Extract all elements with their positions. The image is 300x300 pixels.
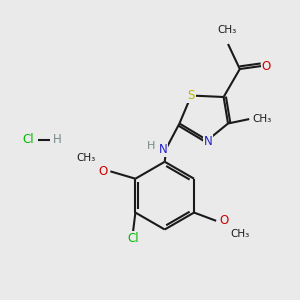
Text: N: N bbox=[159, 143, 168, 156]
Text: Cl: Cl bbox=[127, 232, 139, 245]
Text: O: O bbox=[262, 60, 271, 73]
Text: S: S bbox=[188, 89, 195, 102]
Text: Cl: Cl bbox=[22, 133, 34, 146]
Text: CH₃: CH₃ bbox=[217, 25, 236, 35]
Text: CH₃: CH₃ bbox=[76, 153, 96, 163]
Text: O: O bbox=[98, 165, 107, 178]
Text: H: H bbox=[147, 141, 155, 151]
Text: O: O bbox=[219, 214, 228, 227]
Text: CH₃: CH₃ bbox=[252, 114, 272, 124]
Text: H: H bbox=[53, 133, 62, 146]
Text: CH₃: CH₃ bbox=[231, 229, 250, 239]
Text: N: N bbox=[204, 135, 212, 148]
